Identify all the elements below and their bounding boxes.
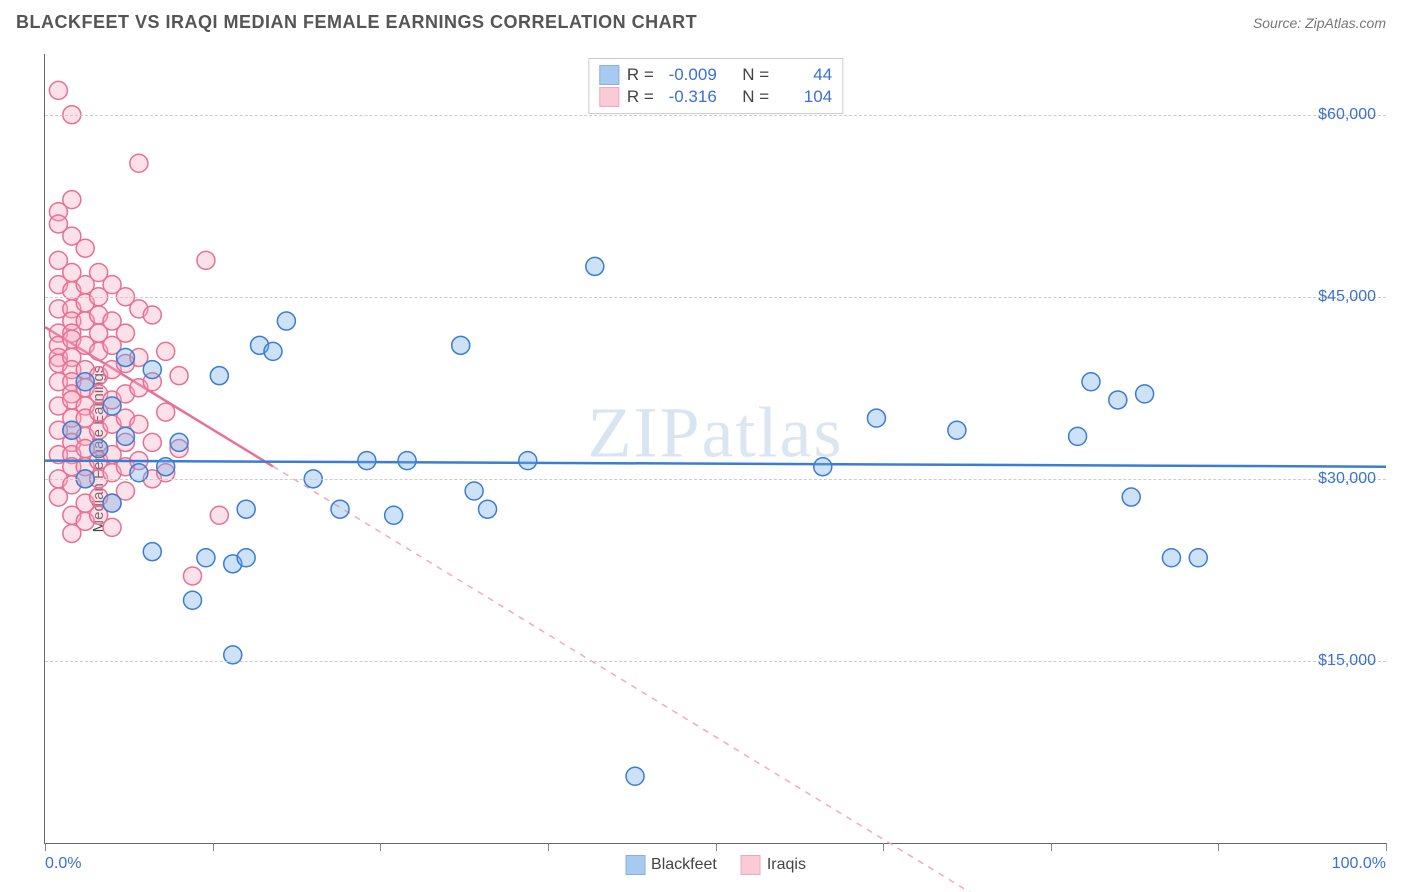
- x-tick: [548, 843, 549, 851]
- y-tick-label: $45,000: [1318, 288, 1376, 306]
- chart-title: BLACKFEET VS IRAQI MEDIAN FEMALE EARNING…: [16, 12, 697, 33]
- legend-label-blackfeet: Blackfeet: [651, 856, 717, 874]
- x-tick: [1051, 843, 1052, 851]
- stat-r-value: -0.316: [662, 87, 717, 107]
- stat-r-value: -0.009: [662, 65, 717, 85]
- series-legend: Blackfeet Iraqis: [625, 855, 806, 875]
- legend-swatch-blackfeet: [625, 855, 645, 875]
- source-label: Source: ZipAtlas.com: [1253, 15, 1386, 31]
- stats-row: R = -0.009 N = 44: [599, 65, 832, 85]
- x-tick: [716, 843, 717, 851]
- legend-item-iraqis: Iraqis: [741, 855, 806, 875]
- stats-swatch: [599, 65, 619, 85]
- y-tick-label: $15,000: [1318, 652, 1376, 670]
- x-axis-min-label: 0.0%: [45, 855, 81, 873]
- x-tick: [380, 843, 381, 851]
- stats-legend: R = -0.009 N = 44 R = -0.316 N = 104: [588, 58, 843, 114]
- gridline: [45, 115, 1386, 116]
- gridline: [45, 479, 1386, 480]
- stat-n-label: N =: [742, 87, 769, 107]
- stat-n-value: 104: [777, 87, 832, 107]
- y-tick-label: $30,000: [1318, 470, 1376, 488]
- stats-swatch: [599, 87, 619, 107]
- gridline: [45, 661, 1386, 662]
- x-tick: [213, 843, 214, 851]
- legend-swatch-iraqis: [741, 855, 761, 875]
- y-tick-label: $60,000: [1318, 106, 1376, 124]
- chart-area: Median Female Earnings ZIPatlas R =-0.00…: [44, 54, 1386, 844]
- stat-r-label: R =: [627, 87, 654, 107]
- gridline: [45, 297, 1386, 298]
- scatter-plot: [45, 54, 1386, 843]
- stat-n-label: N =: [742, 65, 769, 85]
- legend-label-iraqis: Iraqis: [767, 856, 806, 874]
- x-tick: [1218, 843, 1219, 851]
- x-tick: [1386, 843, 1387, 851]
- legend-item-blackfeet: Blackfeet: [625, 855, 717, 875]
- x-tick: [883, 843, 884, 851]
- stats-row: R = -0.316 N = 104: [599, 87, 832, 107]
- stat-n-value: 44: [777, 65, 832, 85]
- stat-r-label: R =: [627, 65, 654, 85]
- x-tick: [45, 843, 46, 851]
- x-axis-max-label: 100.0%: [1332, 855, 1386, 873]
